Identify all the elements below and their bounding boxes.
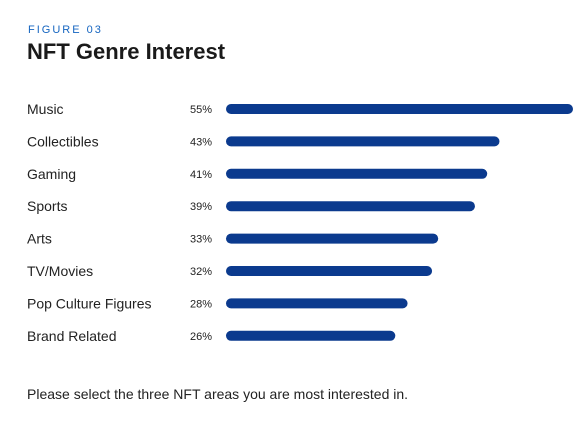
value-label: 28% — [190, 298, 212, 310]
bar-chart: Music 55% Collectibles 43% Gaming 41% Sports 39… — [27, 101, 573, 344]
category-label: Pop Culture Figures — [27, 295, 152, 311]
value-label: 55% — [190, 104, 212, 116]
category-label: Sports — [27, 198, 67, 214]
category-label: Collectibles — [27, 133, 99, 149]
value-label: 26% — [190, 331, 212, 343]
category-label: Gaming — [27, 166, 76, 182]
chart-title: NFT Genre Interest — [27, 39, 226, 64]
value-label: 43% — [190, 136, 212, 148]
chart-footnote: Please select the three NFT areas you ar… — [27, 386, 409, 402]
category-label: Arts — [27, 231, 52, 247]
figure-label: FIGURE 03 — [28, 24, 103, 36]
value-label: 33% — [190, 234, 212, 246]
value-label: 32% — [190, 266, 212, 278]
category-label: Music — [27, 101, 64, 117]
category-label: TV/Movies — [27, 263, 93, 279]
value-label: 39% — [190, 201, 212, 213]
value-label: 41% — [190, 169, 212, 181]
category-label: Brand Related — [27, 328, 117, 344]
